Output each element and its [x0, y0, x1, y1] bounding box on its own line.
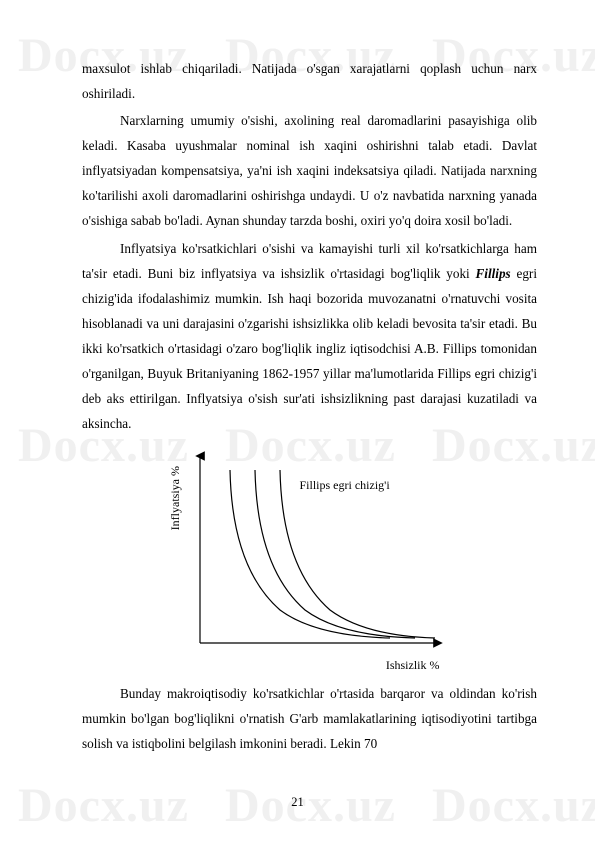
paragraph-4-text: Bunday makroiqtisodiy ko'rsatkichlar o'r… — [82, 686, 537, 751]
page-number: 21 — [0, 795, 595, 810]
paragraph-1-text: maxsulot ishlab chiqariladi. Natijada o'… — [82, 61, 537, 101]
paragraph-3-text-a: Inflyatsiya ko'rsatkichlari o'sishi va k… — [82, 241, 537, 281]
y-axis-label: Inflyatsiya % — [164, 466, 187, 530]
paragraph-3-text-c: egri chizig'ida ifodalashimiz mumkin. Is… — [82, 266, 537, 431]
phillips-curve-chart: Inflyatsiya % Fillips egri chizig'i Ishs… — [170, 448, 450, 673]
paragraph-2: Narxlarning umumiy o'sishi, axolining re… — [82, 108, 537, 233]
fillips-term: Fillips — [476, 266, 511, 281]
curve-label: Fillips egri chizig'i — [300, 474, 390, 497]
x-axis-label: Ishsizlik % — [386, 654, 440, 677]
paragraph-4: Bunday makroiqtisodiy ko'rsatkichlar o'r… — [82, 681, 537, 756]
document-content: maxsulot ishlab chiqariladi. Natijada o'… — [0, 0, 595, 798]
paragraph-3: Inflyatsiya ko'rsatkichlari o'sishi va k… — [82, 236, 537, 437]
paragraph-1: maxsulot ishlab chiqariladi. Natijada o'… — [82, 56, 537, 106]
paragraph-2-text: Narxlarning umumiy o'sishi, axolining re… — [82, 113, 537, 228]
